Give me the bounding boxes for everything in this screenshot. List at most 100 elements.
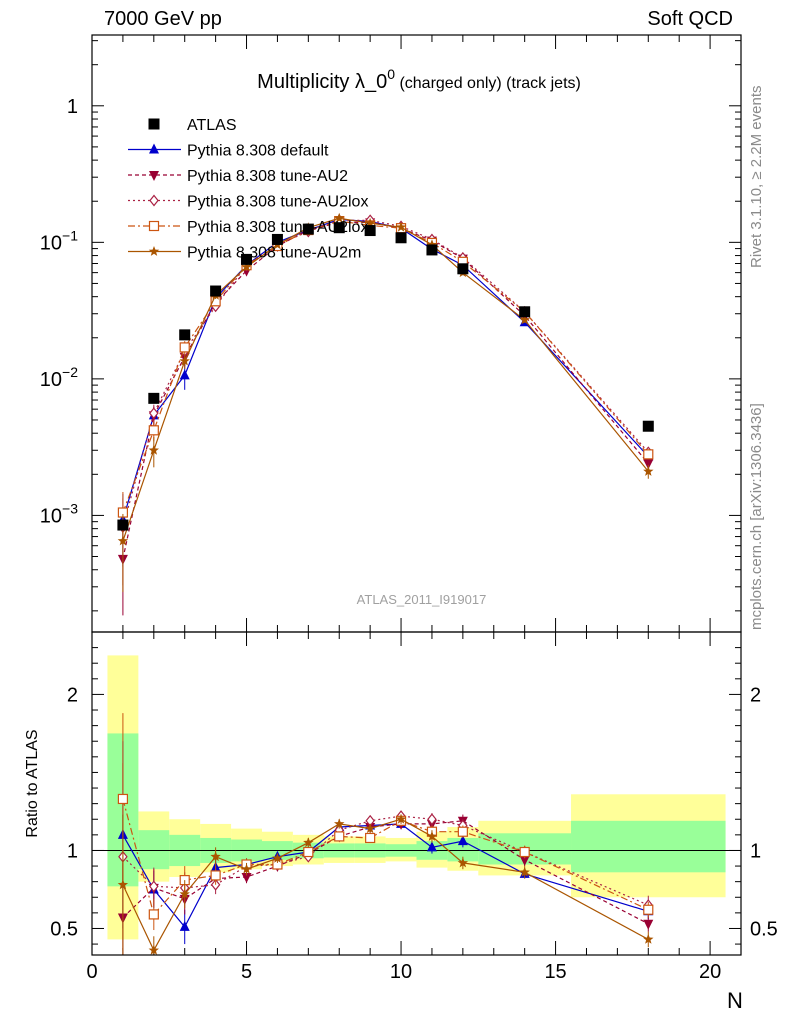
ratio-point-3	[210, 870, 221, 881]
x-tick-label: 0	[86, 961, 97, 983]
ratio-point-3	[117, 793, 129, 805]
atlas-data-point	[333, 222, 345, 234]
legend-label-1: Pythia 8.308 tune-AU2	[187, 168, 348, 185]
x-axis-title: N	[727, 988, 743, 1013]
legend-label-2: Pythia 8.308 tune-AU2lox	[187, 194, 368, 211]
series-point-4	[426, 239, 438, 250]
header-right-label: Soft QCD	[647, 8, 733, 30]
ratio-point-4	[241, 863, 252, 874]
atlas-data-point	[364, 225, 376, 237]
series-point-4	[179, 355, 190, 366]
series-point-4	[334, 212, 345, 223]
x-tick-label: 5	[241, 961, 252, 983]
y-tick-label: 10−1	[40, 227, 78, 254]
atlas-data-point	[395, 232, 407, 244]
series-point-4	[241, 261, 252, 272]
ratio-point-2	[149, 880, 159, 893]
series-point-4	[395, 221, 407, 232]
series-point-4	[148, 444, 159, 455]
ratio-point-3	[334, 831, 345, 842]
atlas-data-point	[519, 306, 531, 318]
ratio-line-1	[122, 820, 649, 925]
ratio-point-3	[643, 904, 654, 915]
series-line-2	[122, 219, 649, 528]
series-point-4	[519, 314, 530, 325]
atlas-data-point	[426, 244, 438, 256]
main-panel-series	[117, 212, 654, 616]
ratio-tick-label-right: 0.5	[750, 918, 778, 940]
band-green	[571, 820, 726, 873]
ratio-line-2	[122, 815, 649, 906]
ratio-tick-label-right: 2	[750, 684, 761, 706]
ratio-point-4	[117, 879, 129, 890]
legend-marker-2	[149, 194, 159, 207]
ratio-point-3	[303, 846, 314, 858]
x-tick-label: 10	[390, 961, 412, 983]
y-tick-label: 10−2	[40, 364, 78, 391]
atlas-data-point	[271, 233, 283, 245]
ratio-point-4	[395, 813, 407, 824]
ratio-point-4	[643, 933, 654, 944]
ratio-line-0	[122, 823, 649, 928]
band-green	[138, 830, 170, 870]
ratio-point-1	[519, 855, 530, 866]
legend-label-4: Pythia 8.308 tune-AU2m	[187, 245, 361, 262]
legend-marker-3	[148, 220, 160, 232]
atlas-data-point	[642, 420, 654, 432]
atlas-data-point	[210, 285, 222, 297]
legend: ATLAS Pythia 8.308 default Pythia 8.308 tu…	[128, 117, 368, 262]
series-point-0	[179, 369, 190, 380]
ratio-panel-series	[117, 713, 654, 955]
atlas-data-point	[117, 519, 129, 531]
ratio-point-4	[426, 830, 438, 841]
x-tick-label: 15	[544, 961, 566, 983]
ratio-point-0	[179, 920, 190, 931]
ratio-point-4	[364, 823, 376, 834]
series-point-3	[179, 342, 190, 353]
ratio-tick-label-left: 1	[67, 840, 78, 862]
ratio-point-3	[457, 826, 468, 837]
ratio-point-4	[457, 857, 469, 868]
ratio-point-0	[457, 835, 468, 846]
series-point-1	[643, 459, 654, 470]
ratio-point-1	[241, 872, 252, 883]
ratio-point-4	[272, 852, 283, 863]
legend-label-0: Pythia 8.308 default	[187, 143, 329, 160]
analysis-id-watermark: ATLAS_2011_I919017	[357, 592, 487, 607]
ratio-tick-label-left: 2	[67, 684, 78, 706]
ratio-tick-label-left: 0.5	[50, 918, 78, 940]
y-tick-label: 10−3	[40, 500, 78, 527]
ratio-point-4	[148, 944, 159, 955]
series-point-4	[117, 535, 129, 546]
legend-marker-4	[148, 246, 160, 256]
ratio-point-3	[148, 909, 159, 920]
chart-title: Multiplicity λ_00 (charged only) (track …	[257, 66, 581, 93]
atlas-data-point	[148, 392, 160, 404]
legend-marker-1	[149, 171, 159, 181]
ratio-point-4	[210, 851, 221, 862]
ratio-point-1	[643, 919, 654, 930]
ratio-line-4	[122, 818, 649, 952]
ratio-point-3	[365, 832, 376, 844]
series-line-4	[122, 217, 649, 542]
legend-label-3: Pythia 8.308 tune-AU2lox	[187, 219, 368, 236]
atlas-data-point	[241, 253, 253, 265]
x-tick-label: 20	[699, 961, 721, 983]
legend-label-atlas: ATLAS	[187, 117, 237, 134]
legend-marker-0	[149, 143, 159, 154]
series-point-4	[643, 465, 654, 476]
series-line-1	[122, 221, 649, 560]
header-left-label: 7000 GeV pp	[104, 8, 222, 30]
ratio-y-axis-title: Ratio to ATLAS	[24, 729, 41, 837]
legend-marker-atlas	[148, 118, 160, 130]
ratio-point-2	[427, 813, 437, 826]
ratio-point-0	[426, 841, 437, 852]
series-point-2	[149, 407, 159, 420]
ratio-panel-frame	[91, 631, 742, 956]
atlas-data-point	[302, 223, 314, 235]
atlas-data-point	[457, 263, 469, 275]
ratio-line-3	[122, 798, 649, 916]
ratio-tick-label-right: 1	[750, 840, 761, 862]
series-line-3	[122, 220, 649, 513]
